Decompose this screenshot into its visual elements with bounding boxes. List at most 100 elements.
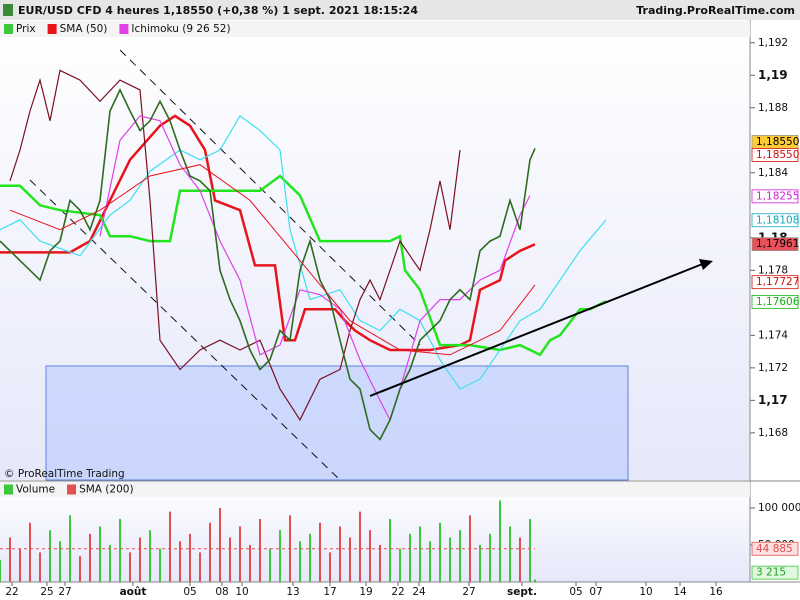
volume-bar	[339, 526, 341, 582]
volume-bar	[389, 519, 391, 582]
x-tick-label: 07	[589, 586, 602, 598]
legend-bar	[0, 482, 750, 497]
y-tick-label: 100 000	[758, 502, 800, 514]
volume-bar	[459, 530, 461, 582]
x-tick-label: 16	[709, 586, 723, 598]
icon	[3, 4, 13, 16]
price-label: 3 215	[756, 567, 786, 579]
volume-bar	[239, 526, 241, 582]
volume-bar	[419, 526, 421, 582]
volume-bar	[189, 533, 191, 582]
volume-bar	[249, 544, 251, 582]
volume-bar	[129, 552, 131, 582]
y-tick-label: 1,19	[758, 68, 788, 82]
ichimoku-line	[9, 69, 461, 422]
legend-swatch	[67, 484, 77, 495]
channel-line	[119, 49, 421, 346]
header-site: Trading.ProRealTime.com	[636, 4, 795, 17]
x-tick-label: 19	[359, 586, 372, 598]
price-label: 1,18550	[756, 136, 799, 148]
volume-bar	[49, 530, 51, 582]
volume-bar	[89, 533, 91, 582]
volume-bar	[199, 552, 201, 582]
volume-bar	[149, 530, 151, 582]
copyright: © ProRealTime Trading	[4, 468, 125, 480]
y-tick-label: 1,188	[758, 102, 788, 114]
volume-bar	[269, 548, 271, 582]
volume-bar	[139, 537, 141, 582]
arrow-head	[699, 259, 713, 270]
volume-bar	[309, 533, 311, 582]
volume-bar	[219, 507, 221, 582]
volume-bar	[39, 552, 41, 582]
volume-bar	[449, 537, 451, 582]
volume-bar	[279, 530, 281, 582]
x-tick-label: 10	[639, 586, 652, 598]
legend-swatch	[47, 24, 57, 34]
price-label-box	[751, 189, 799, 204]
price-label-box	[751, 275, 799, 290]
volume-bar	[429, 541, 431, 582]
y-tick-label: 1,192	[758, 37, 788, 49]
legend-swatch	[4, 484, 13, 495]
legend-swatch	[119, 24, 129, 34]
volume-bar	[69, 515, 71, 582]
volume-bar	[209, 522, 211, 582]
volume-bar	[109, 544, 111, 582]
volume-bar	[179, 541, 181, 582]
price-label-box	[751, 213, 799, 228]
x-tick-label: 24	[412, 586, 426, 598]
y-tick-label: 1,17	[758, 393, 788, 407]
volume-bar	[329, 552, 331, 582]
volume-bar	[349, 537, 351, 582]
legend-swatch	[4, 24, 13, 34]
x-tick-label: 22	[391, 586, 404, 598]
price-label-box	[751, 565, 799, 580]
legend-label: SMA (50)	[60, 23, 108, 35]
legend-label: SMA (200)	[79, 484, 133, 496]
ichimoku-line	[0, 115, 607, 390]
volume-bar	[59, 541, 61, 582]
channel-line	[29, 179, 341, 481]
volume-bar	[169, 511, 171, 582]
y-tick-label: 1,168	[758, 427, 788, 439]
legend-bar	[0, 21, 750, 37]
ichimoku-line	[0, 114, 536, 352]
x-tick-label: 25	[40, 586, 53, 598]
ichimoku-line	[0, 174, 607, 357]
price-label-box	[751, 294, 799, 309]
trend-arrow	[369, 262, 706, 397]
x-tick-label: 17	[323, 586, 336, 598]
price-label: 1,18550	[756, 149, 799, 161]
volume-bar	[119, 519, 121, 582]
price-label-box	[751, 541, 799, 556]
volume-bar	[399, 548, 401, 582]
volume-bar	[29, 522, 31, 582]
volume-bar	[299, 541, 301, 582]
y-tick-label: 1,172	[758, 362, 788, 374]
volume-bar	[534, 579, 536, 582]
x-tick-label: 08	[215, 586, 228, 598]
price-label-box	[751, 148, 799, 162]
volume-bar	[259, 519, 261, 582]
price-label: 44 885	[756, 543, 793, 555]
volume-panel	[0, 482, 750, 582]
header-title: EUR/USD CFD 4 heures 1,18550 (+0,38 %) 1…	[18, 4, 418, 17]
volume-bar	[509, 526, 511, 582]
x-tick-label: 05	[569, 586, 582, 598]
y-tick-label: 1,184	[758, 167, 788, 179]
price-label: 1,18255	[756, 190, 799, 202]
volume-bar	[479, 544, 481, 582]
volume-bar	[379, 544, 381, 582]
x-tick-label: sept.	[507, 586, 537, 598]
volume-bar	[489, 533, 491, 582]
legend-label: Ichimoku (9 26 52)	[131, 23, 230, 35]
volume-bar	[369, 530, 371, 582]
y-tick-label: 1,174	[758, 329, 788, 341]
price-label: 1,17961	[756, 238, 799, 250]
volume-bar	[319, 522, 321, 582]
volume-bar	[229, 537, 231, 582]
x-tick-label: 27	[462, 586, 475, 598]
volume-bar	[519, 537, 521, 582]
